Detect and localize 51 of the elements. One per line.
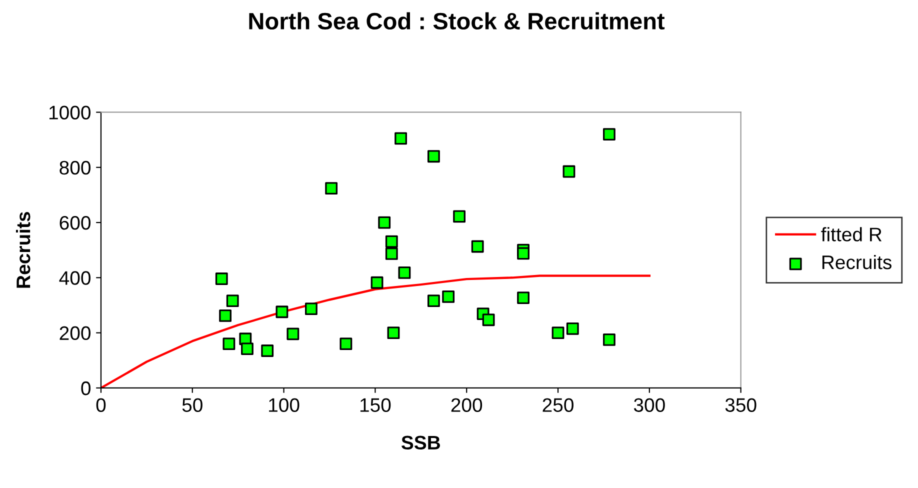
x-tick-label: 350 xyxy=(725,398,756,412)
point xyxy=(222,338,236,350)
point xyxy=(602,128,616,141)
point xyxy=(517,247,530,260)
point xyxy=(427,150,440,163)
x-tick-label: 0 xyxy=(96,398,106,412)
point xyxy=(442,290,455,303)
point xyxy=(387,326,400,340)
point xyxy=(261,344,274,357)
legend-label: fitted R xyxy=(821,227,882,242)
chart-title: North Sea Cod : Stock & Recruitment xyxy=(249,12,665,30)
x-tick-label: 250 xyxy=(542,398,574,412)
point xyxy=(517,292,530,304)
point xyxy=(325,182,338,195)
point xyxy=(471,240,484,253)
y-tick-label: 800 xyxy=(60,160,90,175)
point xyxy=(602,333,616,346)
legend-label: Recruits xyxy=(822,254,892,270)
point xyxy=(215,272,228,285)
y-tick-label: 200 xyxy=(60,326,90,340)
point xyxy=(241,342,254,356)
point xyxy=(286,328,300,340)
point xyxy=(427,294,440,308)
point xyxy=(566,322,579,335)
x-tick-label: 50 xyxy=(182,398,202,412)
point xyxy=(562,165,576,178)
point xyxy=(385,235,398,248)
x-tick-label: 200 xyxy=(451,398,482,412)
x-tick-label: 150 xyxy=(360,398,391,412)
point xyxy=(305,302,318,316)
point xyxy=(394,132,408,145)
x-tick-label: 300 xyxy=(634,398,665,412)
point xyxy=(385,247,398,260)
point xyxy=(398,266,411,279)
point xyxy=(552,326,564,340)
point xyxy=(276,306,288,318)
y-tick-label: 1000 xyxy=(49,106,90,120)
x-tick-label: 100 xyxy=(269,398,300,412)
point xyxy=(370,276,384,289)
point xyxy=(340,338,352,350)
y-axis-title: Recruits xyxy=(16,212,30,288)
point xyxy=(453,210,466,223)
point xyxy=(219,310,232,322)
point xyxy=(482,314,495,326)
y-tick-label: 400 xyxy=(59,271,90,285)
x-axis-title: SSB xyxy=(401,436,440,450)
y-tick-label: 600 xyxy=(60,216,90,230)
point xyxy=(226,294,239,308)
line-series xyxy=(100,274,651,388)
y-tick-label: 0 xyxy=(81,381,90,396)
point xyxy=(378,216,391,229)
